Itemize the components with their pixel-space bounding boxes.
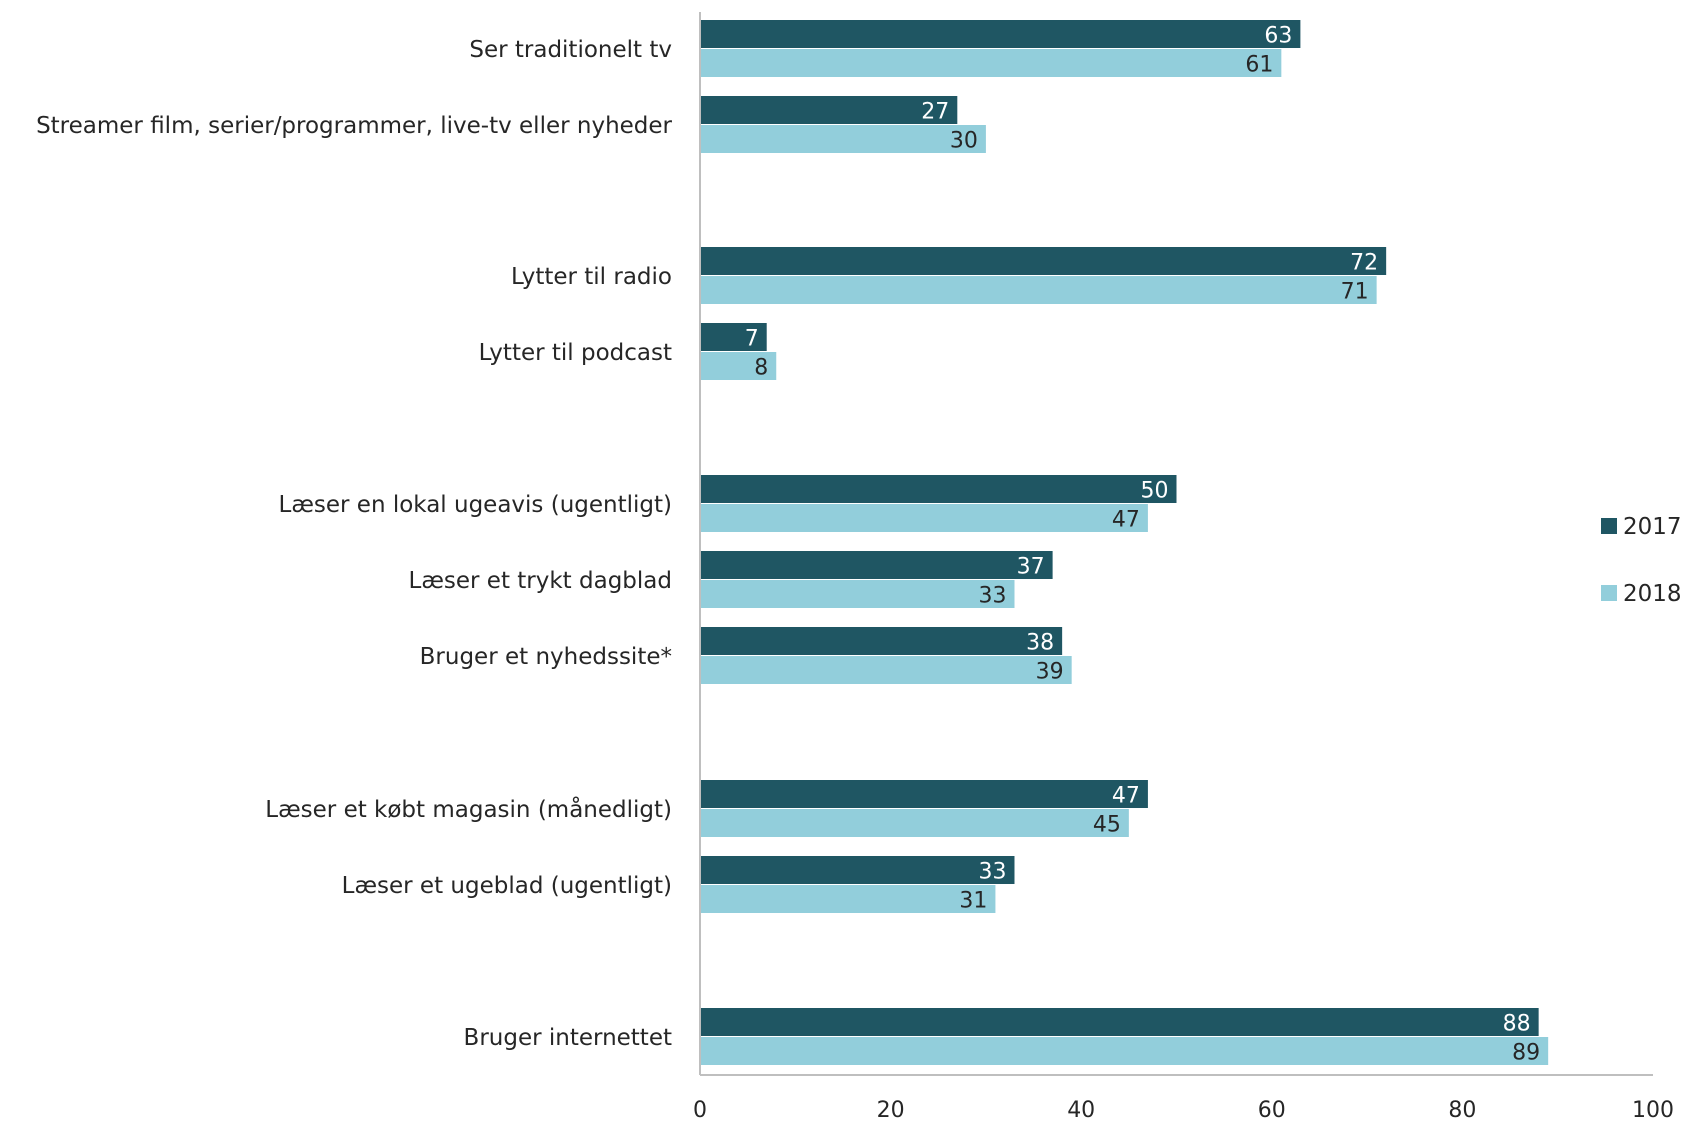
value-label-2018-1: 30 [950,129,978,154]
value-label-2018-2: 71 [1341,280,1369,305]
value-label-2018-0: 61 [1245,53,1273,78]
bar-2017-0 [700,20,1301,48]
category-label-0: Ser traditionelt tv [469,37,672,63]
bar-2018-4 [700,504,1148,532]
value-label-2017-0: 63 [1264,24,1292,49]
category-label-9: Bruger internettet [464,1025,672,1051]
bar-2017-6 [700,627,1063,655]
value-label-2018-6: 39 [1036,660,1064,685]
bar-2018-6 [700,656,1072,684]
x-tick-labels-layer: 0 20 40 60 80 100 [693,1098,1674,1123]
bar-2017-4 [700,475,1177,503]
value-label-2018-7: 45 [1093,813,1121,838]
x-tick-label-3: 60 [1258,1098,1286,1123]
bar-2018-5 [700,580,1015,608]
x-tick-label-5: 100 [1632,1098,1674,1123]
legend-swatch-2017 [1601,518,1617,534]
value-label-2017-2: 72 [1350,251,1378,276]
value-label-2017-3: 7 [745,327,759,352]
value-label-2017-8: 33 [978,860,1006,885]
category-label-4: Læser en lokal ugeavis (ugentligt) [279,492,673,518]
category-label-3: Lytter til podcast [479,340,672,366]
bar-2017-9 [700,1008,1539,1036]
value-label-2017-4: 50 [1141,479,1169,504]
legend-label-2018: 2018 [1623,581,1682,607]
category-label-1: Streamer film, serier/programmer, live-t… [36,113,672,139]
value-label-2017-6: 38 [1026,631,1054,656]
value-label-2018-4: 47 [1112,508,1140,533]
value-label-2017-7: 47 [1112,784,1140,809]
bar-2018-8 [700,885,996,913]
bar-2018-0 [700,49,1282,77]
legend-swatch-2018 [1601,585,1617,601]
category-label-6: Bruger et nyhedssite* [420,644,672,670]
value-label-2017-1: 27 [921,100,949,125]
bar-2018-2 [700,276,1377,304]
category-label-2: Lytter til radio [511,264,672,290]
bar-2018-1 [700,125,986,153]
legend-label-2017: 2017 [1623,514,1682,540]
category-labels-layer: Ser traditionelt tv Streamer film, serier… [36,37,672,1051]
axes-layer [699,12,1653,1076]
legend: 2017 2018 [1601,514,1682,607]
value-label-2018-8: 31 [959,889,987,914]
value-label-2018-5: 33 [978,584,1006,609]
value-label-2017-5: 37 [1017,555,1045,580]
value-label-2018-9: 89 [1512,1041,1540,1066]
bar-2017-1 [700,96,958,124]
bars-layer [700,20,1549,1065]
bar-2017-3 [700,323,767,351]
value-label-2018-3: 8 [754,356,768,381]
bar-2017-5 [700,551,1053,579]
bar-2017-8 [700,856,1015,884]
category-label-8: Læser et ugeblad (ugentligt) [342,873,672,899]
x-tick-label-0: 0 [693,1098,707,1123]
x-tick-label-2: 40 [1067,1098,1095,1123]
category-label-7: Læser et købt magasin (månedligt) [265,795,672,823]
bar-2018-3 [700,352,777,380]
category-label-5: Læser et trykt dagblad [409,568,673,594]
value-label-2017-9: 88 [1503,1012,1531,1037]
bar-2018-7 [700,809,1129,837]
bar-2017-2 [700,247,1387,275]
x-tick-label-1: 20 [877,1098,905,1123]
bar-2018-9 [700,1037,1549,1065]
x-tick-label-4: 80 [1448,1098,1476,1123]
bar-2017-7 [700,780,1148,808]
